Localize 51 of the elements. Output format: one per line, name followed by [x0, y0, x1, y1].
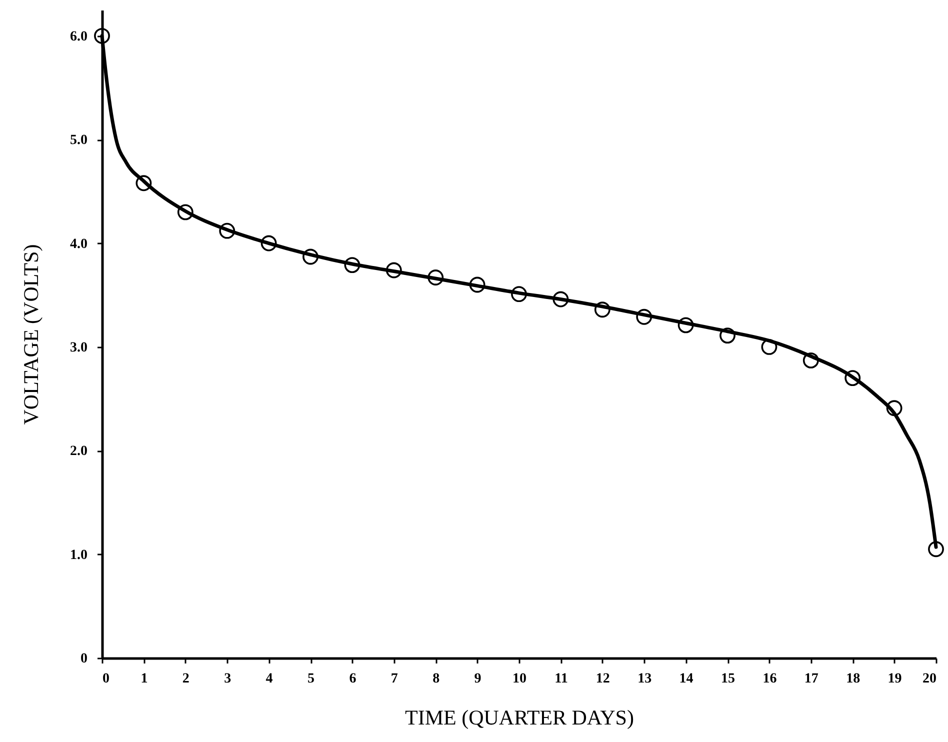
point [636, 308, 652, 325]
y-tick-label: 1.0 [70, 548, 88, 563]
point [302, 248, 318, 265]
x-tick-label: 6 [349, 672, 356, 686]
x-tick-label: 3 [224, 672, 232, 686]
x-axis-title: TIME (QUARTER DAYS) [405, 706, 634, 730]
point [720, 328, 736, 344]
point [260, 235, 277, 252]
x-tick-label: 2 [182, 672, 190, 686]
point [678, 317, 694, 334]
point [761, 339, 778, 355]
x-tick-label: 18 [846, 672, 860, 686]
point [511, 286, 527, 302]
x-tick-label: 10 [512, 672, 526, 686]
x-tick-label: 12 [596, 672, 610, 686]
x-tick-label: 9 [474, 672, 482, 686]
point [844, 370, 861, 386]
point [386, 262, 402, 278]
x-tick-label: 1 [140, 672, 148, 686]
point [219, 222, 236, 239]
point [428, 270, 444, 286]
y-tick-label: 3.0 [70, 340, 88, 356]
y-tick-label: 5.0 [70, 133, 88, 148]
point [928, 541, 944, 558]
x-tick-label: 11 [554, 672, 568, 686]
x-tick-label: 5 [308, 672, 314, 686]
point [94, 28, 110, 44]
x-tick-label: 17 [804, 672, 818, 686]
x-tick-label: 15 [721, 672, 735, 686]
y-tick-label: 6.0 [70, 29, 88, 44]
x-tick-label: 16 [762, 672, 777, 686]
point [136, 175, 152, 192]
y-tick-label: 0 [80, 652, 88, 666]
point [886, 400, 902, 416]
y-tick-label: 4.0 [70, 236, 88, 252]
point [552, 291, 569, 308]
point [177, 204, 194, 220]
point [344, 257, 360, 274]
x-tick-label: 4 [266, 672, 273, 686]
x-tick-label: 13 [638, 672, 652, 686]
x-tick-label: 20 [922, 672, 936, 686]
x-tick-label: 19 [888, 672, 902, 686]
x-tick-label: 8 [432, 672, 440, 686]
y-axis-title: VOLTAGE (VOLTS) [19, 244, 43, 425]
x-tick-label: 14 [679, 672, 694, 686]
y-tick-label: 2.0 [70, 444, 88, 460]
x-tick-label: 7 [390, 672, 398, 686]
x-tick-label: 0 [102, 672, 110, 686]
point [594, 302, 610, 318]
point [802, 352, 819, 368]
point [469, 276, 486, 293]
